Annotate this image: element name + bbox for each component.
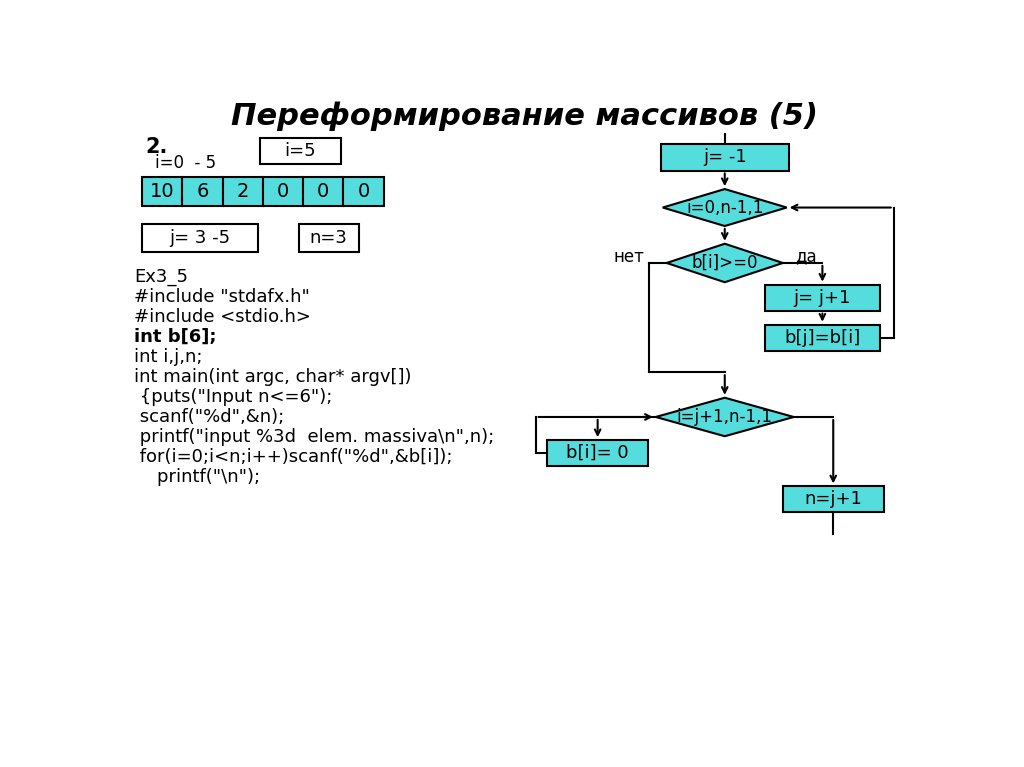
Text: n=3: n=3 xyxy=(310,229,348,247)
Text: 2: 2 xyxy=(237,182,249,201)
Polygon shape xyxy=(655,398,794,436)
Text: Ex3_5: Ex3_5 xyxy=(134,268,188,285)
FancyBboxPatch shape xyxy=(142,176,182,206)
Text: int b[6];: int b[6]; xyxy=(134,328,217,346)
FancyBboxPatch shape xyxy=(783,486,884,512)
Polygon shape xyxy=(667,244,783,282)
FancyBboxPatch shape xyxy=(263,176,303,206)
Text: printf("input %3d  elem. massiva\n",n);: printf("input %3d elem. massiva\n",n); xyxy=(134,428,495,446)
Polygon shape xyxy=(663,189,786,226)
Text: b[i]>=0: b[i]>=0 xyxy=(691,254,758,272)
FancyBboxPatch shape xyxy=(260,138,341,164)
Text: 0: 0 xyxy=(317,182,330,201)
Text: нет: нет xyxy=(614,248,645,266)
Text: i=0,n-1,1: i=0,n-1,1 xyxy=(686,199,764,216)
FancyBboxPatch shape xyxy=(547,440,648,466)
Text: i=0  - 5: i=0 - 5 xyxy=(155,154,216,172)
Text: for(i=0;i<n;i++)scanf("%d",&b[i]);: for(i=0;i<n;i++)scanf("%d",&b[i]); xyxy=(134,448,453,466)
Text: #include <stdio.h>: #include <stdio.h> xyxy=(134,308,311,326)
Text: b[j]=b[i]: b[j]=b[i] xyxy=(784,329,860,347)
Text: 6: 6 xyxy=(197,182,209,201)
Text: i=j+1,n-1,1: i=j+1,n-1,1 xyxy=(677,408,773,426)
Text: printf("\n");: printf("\n"); xyxy=(134,468,260,486)
Text: {puts("Input n<=6");: {puts("Input n<=6"); xyxy=(134,388,333,406)
Text: i=5: i=5 xyxy=(285,143,316,160)
FancyBboxPatch shape xyxy=(182,176,222,206)
FancyBboxPatch shape xyxy=(765,285,880,311)
Text: b[i]= 0: b[i]= 0 xyxy=(566,444,629,463)
Text: да: да xyxy=(796,248,817,266)
FancyBboxPatch shape xyxy=(222,176,263,206)
Text: j= -1: j= -1 xyxy=(703,149,748,166)
Text: #include "stdafx.h": #include "stdafx.h" xyxy=(134,288,310,305)
Text: 10: 10 xyxy=(150,182,174,201)
Text: int i,j,n;: int i,j,n; xyxy=(134,347,203,366)
FancyBboxPatch shape xyxy=(142,225,258,252)
Text: j= 3 -5: j= 3 -5 xyxy=(170,229,230,247)
Text: 0: 0 xyxy=(357,182,370,201)
Text: n=j+1: n=j+1 xyxy=(804,490,862,509)
Text: scanf("%d",&n);: scanf("%d",&n); xyxy=(134,408,285,426)
FancyBboxPatch shape xyxy=(303,176,343,206)
Text: int main(int argc, char* argv[]): int main(int argc, char* argv[]) xyxy=(134,367,412,386)
Text: 2.: 2. xyxy=(145,137,168,157)
Text: j= j+1: j= j+1 xyxy=(794,288,851,307)
FancyBboxPatch shape xyxy=(765,324,880,351)
FancyBboxPatch shape xyxy=(343,176,384,206)
FancyBboxPatch shape xyxy=(299,225,359,252)
Text: 0: 0 xyxy=(276,182,289,201)
FancyBboxPatch shape xyxy=(662,144,790,170)
Text: Переформирование массивов (5): Переформирование массивов (5) xyxy=(231,102,818,131)
